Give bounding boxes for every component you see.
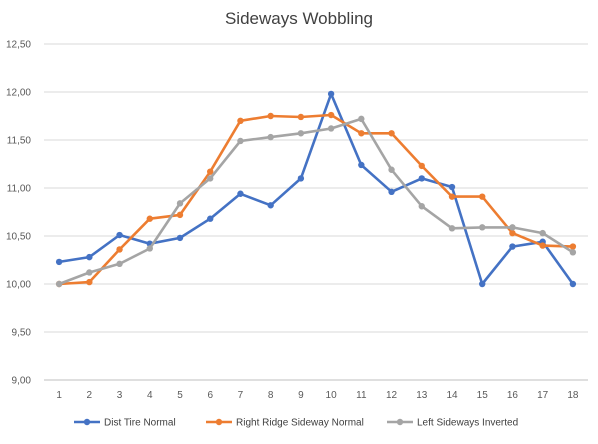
data-point xyxy=(479,193,486,200)
series-1 xyxy=(55,90,577,288)
x-tick-label: 1 xyxy=(56,390,62,401)
x-tick-label: 16 xyxy=(507,390,519,401)
data-point xyxy=(327,125,335,132)
x-tick-label: 18 xyxy=(567,390,579,401)
y-tick-label: 11,50 xyxy=(7,136,32,147)
data-point xyxy=(86,269,93,276)
data-point xyxy=(358,115,365,123)
legend-swatch-marker xyxy=(83,418,91,426)
y-tick-label: 12,50 xyxy=(6,40,31,51)
series-line xyxy=(57,92,575,286)
data-point xyxy=(267,202,274,209)
data-point xyxy=(207,175,214,182)
data-point xyxy=(86,253,93,261)
x-tick-label: 10 xyxy=(326,390,338,401)
data-point xyxy=(146,245,153,252)
data-point xyxy=(448,193,456,200)
data-point xyxy=(569,249,577,256)
x-tick-label: 6 xyxy=(207,390,213,401)
data-point xyxy=(55,258,63,266)
x-tick-label: 12 xyxy=(386,390,398,401)
chart-title: Sideways Wobbling xyxy=(225,9,373,28)
series-line xyxy=(57,117,575,286)
data-point xyxy=(116,231,123,239)
legend-label: Dist Tire Normal xyxy=(104,418,176,429)
y-tick-label: 11,00 xyxy=(7,184,32,195)
legend-entry: Dist Tire Normal xyxy=(74,418,176,429)
legend-label: Right Ridge Sideway Normal xyxy=(236,418,364,429)
x-tick-label: 3 xyxy=(117,390,123,401)
data-point xyxy=(116,246,123,253)
data-point xyxy=(327,90,335,98)
data-point xyxy=(479,280,486,288)
data-point xyxy=(388,130,395,137)
data-point xyxy=(297,130,305,137)
data-point xyxy=(509,224,516,231)
data-point xyxy=(418,203,425,210)
y-tick-label: 9,00 xyxy=(12,376,32,387)
series-line xyxy=(57,113,575,286)
legend: Dist Tire Normal Right Ridge Sideway Norm… xyxy=(74,418,518,429)
data-point xyxy=(267,133,274,141)
legend-swatch-marker xyxy=(396,418,404,426)
legend-label: Left Sideways Inverted xyxy=(417,418,518,429)
gridlines xyxy=(44,43,588,333)
x-tick-label: 7 xyxy=(238,390,244,401)
legend-entry: Left Sideways Inverted xyxy=(387,418,518,429)
data-point xyxy=(509,243,516,250)
x-tick-label: 5 xyxy=(177,390,183,401)
x-tick-label: 4 xyxy=(147,390,153,401)
x-tick-label: 2 xyxy=(87,390,93,401)
x-tick-label: 9 xyxy=(298,390,304,401)
data-point xyxy=(267,112,274,120)
data-point xyxy=(539,229,546,237)
data-point xyxy=(358,130,365,137)
x-tick-label: 14 xyxy=(446,390,458,401)
x-tick-label: 11 xyxy=(356,390,367,401)
data-point xyxy=(237,117,244,125)
x-tick-label: 13 xyxy=(416,390,428,401)
data-point xyxy=(388,188,395,196)
x-tick-label: 8 xyxy=(268,390,274,401)
data-point xyxy=(448,225,456,232)
data-point xyxy=(116,260,123,268)
data-point xyxy=(569,280,577,288)
data-point xyxy=(388,166,395,173)
x-tick-label: 15 xyxy=(477,390,489,401)
data-point xyxy=(176,234,184,242)
data-point xyxy=(479,224,486,231)
data-point xyxy=(237,190,244,197)
data-point xyxy=(327,111,335,119)
series-2 xyxy=(55,111,577,288)
y-tick-label: 12,00 xyxy=(6,88,31,99)
data-point xyxy=(418,175,425,182)
legend-entry: Right Ridge Sideway Normal xyxy=(206,418,364,429)
data-point xyxy=(509,229,516,237)
data-point xyxy=(539,242,546,249)
data-point xyxy=(297,113,305,121)
y-tick-label: 10,50 xyxy=(6,232,31,243)
series-3 xyxy=(55,115,577,288)
data-point xyxy=(176,200,184,207)
data-point xyxy=(297,175,305,182)
y-tick-label: 9,50 xyxy=(12,328,32,339)
data-point xyxy=(569,243,577,250)
data-point xyxy=(418,162,425,170)
legend-swatch-marker xyxy=(215,418,223,426)
data-point xyxy=(448,183,456,191)
data-point xyxy=(176,211,184,219)
y-tick-label: 10,00 xyxy=(6,280,31,291)
series-lines xyxy=(55,90,577,288)
data-point xyxy=(237,137,244,145)
data-point xyxy=(207,168,214,175)
data-point xyxy=(358,161,365,169)
data-point xyxy=(86,278,93,286)
data-point xyxy=(146,215,153,222)
data-point xyxy=(55,280,63,288)
data-point xyxy=(207,215,214,222)
x-tick-label: 17 xyxy=(537,390,549,401)
